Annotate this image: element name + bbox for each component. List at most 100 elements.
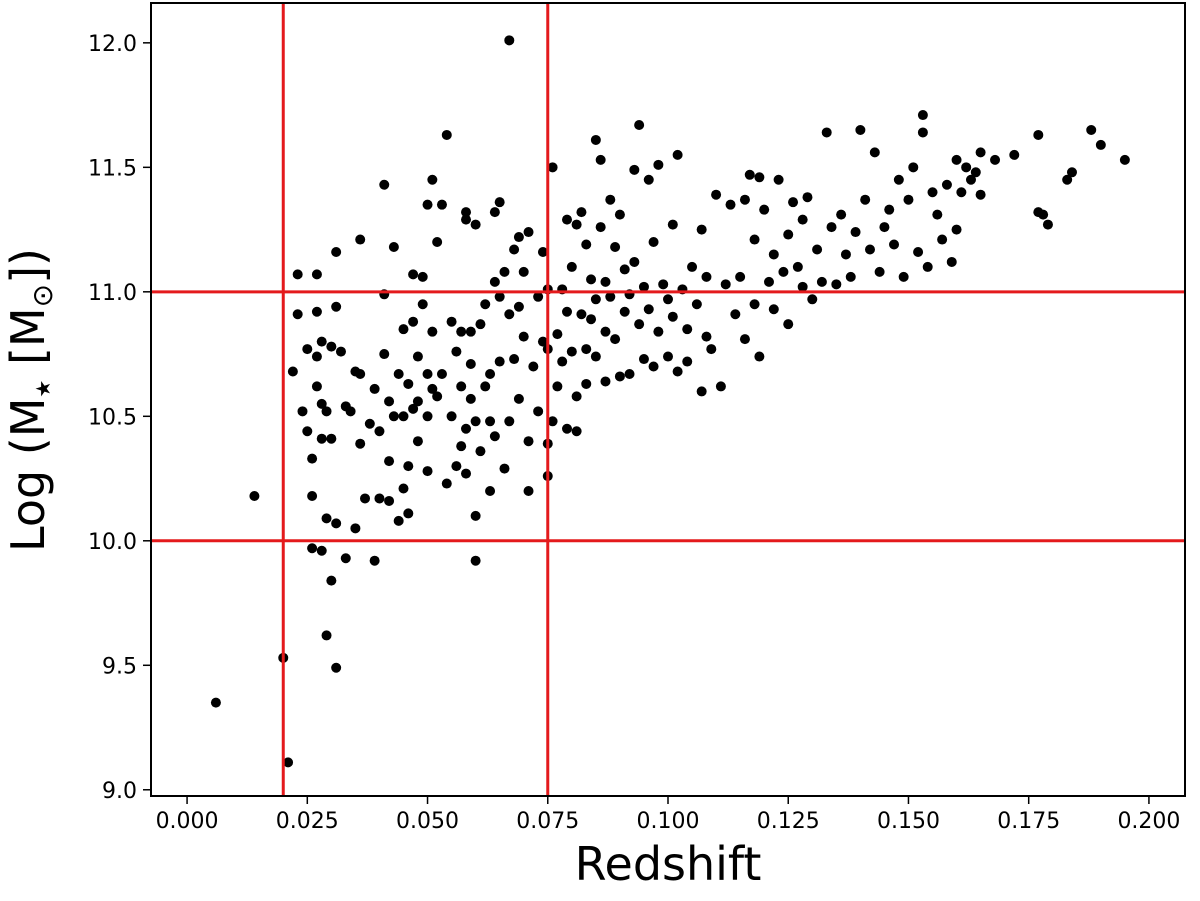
- data-point: [682, 356, 693, 367]
- data-point: [667, 219, 678, 230]
- data-point: [581, 344, 592, 355]
- data-point: [643, 304, 654, 315]
- data-point: [739, 194, 750, 205]
- data-point: [302, 344, 313, 355]
- data-point: [533, 291, 544, 302]
- data-point: [316, 398, 327, 409]
- data-point: [874, 266, 885, 277]
- data-point: [576, 309, 587, 320]
- data-point: [412, 436, 423, 447]
- data-point: [321, 513, 332, 524]
- data-point: [494, 291, 505, 302]
- data-point: [287, 366, 298, 377]
- plot-frame: [150, 2, 1186, 797]
- data-point: [672, 149, 683, 160]
- data-point: [427, 326, 438, 337]
- data-point: [456, 381, 467, 392]
- data-point: [744, 169, 755, 180]
- data-point: [307, 453, 318, 464]
- data-point: [331, 246, 342, 257]
- data-point: [408, 269, 419, 280]
- y-label-mid: [M: [1, 307, 55, 379]
- y-axis-ticks: 9.0 9.5 10.0 10.5 11.0 11.5 12.0: [88, 32, 151, 804]
- data-point: [340, 553, 351, 564]
- data-point: [576, 207, 587, 218]
- data-point: [302, 426, 313, 437]
- data-point: [331, 518, 342, 529]
- data-point: [1095, 139, 1106, 150]
- data-point: [446, 411, 457, 422]
- data-point: [975, 189, 986, 200]
- data-point: [812, 244, 823, 255]
- data-point: [513, 232, 524, 243]
- data-point: [624, 368, 635, 379]
- data-point: [1042, 219, 1053, 230]
- reference-lines: [151, 3, 1185, 796]
- data-point: [917, 127, 928, 138]
- data-point: [749, 234, 760, 245]
- data-point: [384, 495, 395, 506]
- data-point: [845, 271, 856, 282]
- data-point: [436, 199, 447, 210]
- data-point: [855, 124, 866, 135]
- data-point: [922, 261, 933, 272]
- data-point: [586, 274, 597, 285]
- data-point: [499, 266, 510, 277]
- data-point: [292, 309, 303, 320]
- data-point: [643, 174, 654, 185]
- data-point: [374, 426, 385, 437]
- data-point: [393, 368, 404, 379]
- data-point: [311, 351, 322, 362]
- data-point: [629, 164, 640, 175]
- data-point: [533, 406, 544, 417]
- data-point: [975, 147, 986, 158]
- data-point: [937, 234, 948, 245]
- data-point: [422, 199, 433, 210]
- data-point: [504, 35, 515, 46]
- x-axis-label: Redshift: [575, 837, 762, 891]
- data-point: [393, 515, 404, 526]
- data-point: [427, 383, 438, 394]
- data-point: [509, 244, 520, 255]
- x-tick-label: 0.000: [156, 809, 219, 834]
- data-point: [504, 309, 515, 320]
- data-point: [687, 261, 698, 272]
- data-point: [566, 261, 577, 272]
- data-point: [629, 256, 640, 267]
- data-point: [494, 197, 505, 208]
- data-point: [840, 249, 851, 260]
- data-point: [422, 466, 433, 477]
- x-tick-label: 0.050: [396, 809, 459, 834]
- data-point: [470, 555, 481, 566]
- data-point: [663, 351, 673, 362]
- data-point: [547, 162, 558, 173]
- data-point: [321, 630, 332, 641]
- data-point: [485, 368, 496, 379]
- data-point: [720, 279, 731, 290]
- data-point: [297, 406, 308, 417]
- x-tick-label: 0.100: [637, 809, 700, 834]
- data-point: [610, 242, 621, 252]
- data-point: [470, 510, 481, 521]
- data-point: [283, 757, 294, 768]
- data-point: [432, 237, 443, 248]
- data-point: [513, 393, 524, 404]
- data-point: [701, 331, 712, 342]
- data-point: [663, 294, 673, 305]
- data-point: [763, 276, 774, 287]
- data-point: [480, 381, 491, 392]
- data-point: [797, 281, 808, 292]
- x-tick-label: 0.200: [1117, 809, 1180, 834]
- data-point: [614, 209, 625, 220]
- data-point: [528, 361, 539, 372]
- x-tick-label: 0.150: [877, 809, 940, 834]
- data-point: [1119, 154, 1130, 165]
- data-point: [509, 354, 520, 365]
- y-tick-label: 11.5: [88, 156, 137, 181]
- data-point: [326, 575, 337, 586]
- data-point: [913, 246, 924, 257]
- data-point: [783, 319, 794, 330]
- data-point: [792, 261, 803, 272]
- data-point: [316, 336, 327, 347]
- data-point: [667, 311, 678, 322]
